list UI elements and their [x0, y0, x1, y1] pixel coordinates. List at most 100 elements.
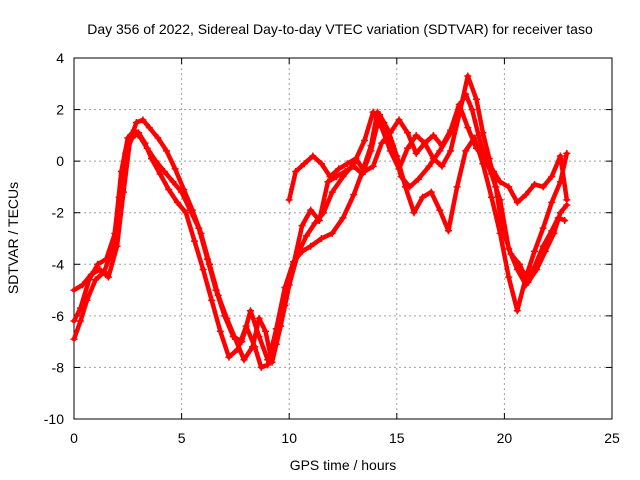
data-point [257, 363, 265, 371]
data-point [307, 242, 315, 250]
axis-ticks [73, 57, 613, 420]
data-point [404, 129, 412, 137]
data-point [468, 106, 476, 114]
y-tick-label: -8 [52, 359, 65, 375]
data-point [522, 191, 530, 199]
data-point [427, 188, 435, 196]
data-point [515, 260, 523, 268]
data-point [281, 302, 289, 310]
data-point [113, 242, 121, 250]
data-point [395, 116, 403, 124]
data-point [472, 95, 480, 103]
data-point [102, 255, 110, 263]
data-point [369, 162, 377, 170]
data-point [505, 183, 513, 191]
y-tick-label: 4 [56, 50, 64, 66]
data-point [444, 227, 452, 235]
data-point [268, 358, 276, 366]
data-point [429, 131, 437, 139]
data-point [563, 149, 571, 157]
data-point [412, 131, 420, 139]
data-point [328, 229, 336, 237]
x-tick-label: 20 [497, 430, 513, 446]
data-point [229, 332, 237, 340]
data-point [104, 273, 112, 281]
data-point [216, 327, 224, 335]
data-point [307, 206, 315, 214]
data-point [264, 356, 272, 364]
data-point [455, 100, 463, 108]
data-point [361, 137, 369, 145]
data-point [290, 260, 298, 268]
data-point [255, 314, 263, 322]
data-point [111, 229, 119, 237]
data-point [317, 235, 325, 242]
data-point [350, 162, 358, 170]
data-point [199, 265, 207, 273]
y-tick-label: -2 [52, 205, 65, 221]
data-point [343, 160, 351, 168]
data-point [378, 124, 386, 132]
data-point [186, 206, 194, 214]
data-point [563, 196, 571, 204]
y-tick-label: 2 [56, 102, 64, 118]
data-point [182, 209, 190, 217]
data-point [137, 134, 145, 142]
data-point [412, 149, 420, 157]
data-point [531, 180, 539, 188]
data-point [352, 155, 360, 163]
data-point [436, 147, 444, 155]
data-point [496, 229, 504, 237]
data-point [246, 307, 254, 315]
data-point [79, 281, 87, 289]
data-point [160, 167, 168, 175]
data-point [361, 167, 369, 175]
x-axis-label: GPS time / hours [290, 457, 397, 473]
data-point [367, 147, 375, 155]
series-group [70, 72, 571, 371]
data-point [505, 273, 513, 281]
data-point [410, 209, 418, 217]
data-point [550, 229, 558, 237]
data-point [328, 188, 336, 196]
y-tick-label: -10 [44, 411, 64, 427]
data-point [464, 124, 472, 132]
data-point [154, 134, 162, 142]
data-point [130, 126, 138, 134]
data-point [262, 327, 270, 335]
data-point [240, 356, 248, 364]
data-point [447, 126, 455, 134]
x-tick-label: 5 [178, 430, 186, 446]
data-point [117, 167, 125, 175]
data-point [208, 296, 216, 304]
data-point [393, 152, 401, 160]
data-point [436, 206, 444, 214]
data-point [464, 72, 472, 80]
data-point [462, 147, 470, 155]
y-axis-label: SDTVAR / TECUs [5, 182, 21, 294]
data-point [513, 198, 521, 206]
data-point [255, 332, 263, 340]
series-line [286, 102, 570, 205]
data-point [341, 167, 349, 175]
data-point [203, 255, 211, 263]
data-point [272, 340, 280, 348]
data-point [421, 139, 429, 147]
data-point [378, 139, 386, 147]
data-point [178, 188, 186, 196]
data-point [76, 317, 84, 325]
data-point [350, 191, 358, 199]
data-point [386, 147, 394, 155]
data-point [156, 170, 164, 178]
data-point [507, 250, 515, 258]
chart-title: Day 356 of 2022, Sidereal Day-to-day VTE… [87, 21, 593, 37]
data-point [132, 118, 140, 126]
data-point [425, 162, 433, 170]
y-tick-labels: -10 -8 -6 -4 -2 0 2 4 [44, 50, 64, 427]
data-point [221, 312, 229, 320]
data-point [225, 353, 233, 361]
gridlines [74, 58, 612, 419]
data-point [311, 219, 319, 227]
data-point [533, 265, 541, 273]
data-point [335, 165, 343, 173]
